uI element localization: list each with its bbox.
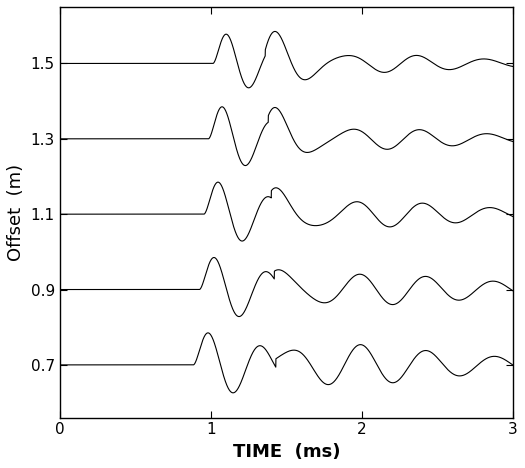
Y-axis label: Offset  (m): Offset (m): [7, 164, 25, 261]
X-axis label: TIME  (ms): TIME (ms): [233, 443, 340, 461]
